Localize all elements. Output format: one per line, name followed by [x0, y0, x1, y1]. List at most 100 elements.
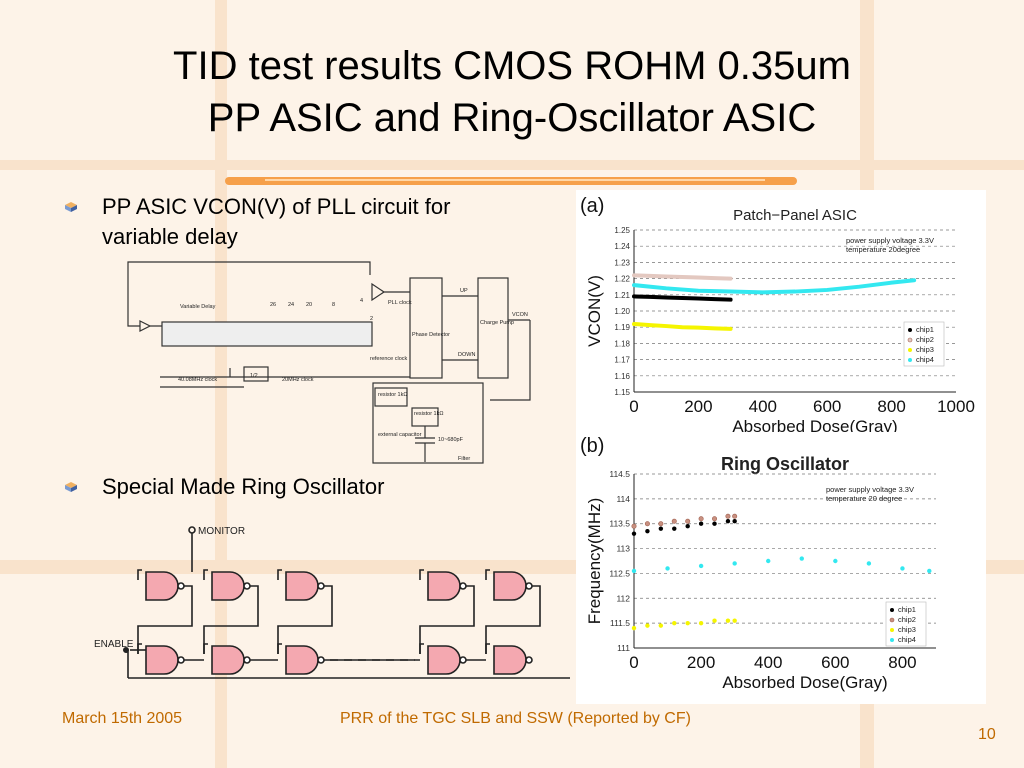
pll-label: Charge Pump	[480, 320, 514, 326]
series-line	[632, 294, 733, 302]
gate-wire	[137, 643, 142, 654]
data-point	[698, 516, 704, 522]
y-tick-label: 111.5	[610, 618, 630, 628]
series-line	[632, 273, 733, 281]
series-line	[632, 278, 917, 295]
y-tick-label: 112	[616, 593, 630, 603]
data-point	[799, 556, 804, 561]
data-point	[698, 563, 704, 569]
pll-label: Phase Detector	[412, 332, 450, 338]
data-point	[631, 531, 637, 536]
data-point	[732, 618, 737, 623]
gate-wire	[277, 585, 333, 654]
nand-gate	[145, 571, 179, 601]
data-point	[732, 519, 737, 524]
data-point	[658, 526, 664, 531]
y-tick-label: 1.18	[614, 339, 630, 348]
pll-label: 20MHz clock	[282, 377, 314, 383]
gate-wire	[485, 585, 541, 654]
y-tick-label: 1.24	[614, 242, 630, 251]
gate-wire	[137, 569, 142, 580]
pll-label: UP	[460, 288, 468, 294]
y-axis-label: VCON(V)	[585, 275, 604, 347]
x-tick-label: 200	[684, 397, 712, 416]
pll-label: 40.08MHz clock	[178, 377, 217, 383]
data-point	[658, 521, 664, 527]
pll-label: 10~680pF	[438, 437, 464, 443]
bullet-text-1a: PP ASIC VCON(V) of PLL circuit for	[102, 194, 451, 219]
slide-title: TID test results CMOS ROHM 0.35um PP ASI…	[0, 40, 1024, 144]
data-point	[698, 521, 704, 526]
bullet-pp-asic: PP ASIC VCON(V) of PLL circuit for varia…	[65, 192, 451, 252]
x-tick-label: 1000	[937, 397, 975, 416]
pll-label: external capacitor	[378, 432, 422, 438]
nand-gate	[285, 571, 319, 601]
y-tick-label: 114.5	[609, 469, 630, 479]
legend-label: chip2	[898, 615, 916, 624]
gate-wire	[277, 643, 282, 654]
nand-gate	[285, 645, 319, 675]
nand-gate	[427, 645, 461, 675]
gate-bubble	[525, 582, 533, 590]
legend-marker	[907, 337, 913, 343]
y-tick-label: 113.5	[609, 519, 630, 529]
data-point	[866, 561, 872, 566]
y-tick-label: 1.20	[614, 307, 630, 316]
chart-annotation: power supply voltage 3.3V	[826, 485, 914, 494]
pll-label: reference clock	[370, 356, 408, 362]
nand-gate	[211, 571, 245, 601]
y-tick-label: 1.19	[614, 323, 630, 332]
gate-bubble	[317, 582, 325, 590]
legend-label: chip2	[916, 335, 934, 344]
series-chip2	[631, 513, 738, 529]
y-tick-label: 1.22	[614, 275, 630, 284]
data-point	[631, 625, 637, 631]
data-point	[672, 620, 677, 626]
title-line-1: TID test results CMOS ROHM 0.35um	[173, 44, 851, 88]
chart-frequency: (b) Ring Oscillator 111 111.5 112 112.5 113 113…	[580, 435, 936, 692]
legend-marker	[908, 348, 912, 352]
data-point	[698, 620, 704, 626]
bullet-icon	[65, 202, 77, 212]
gate-bubble	[243, 656, 251, 664]
bullet-icon	[65, 482, 77, 492]
legend-marker	[890, 638, 894, 642]
series-chip4	[632, 278, 917, 295]
pll-label: 8	[332, 302, 335, 308]
data-point	[685, 518, 691, 524]
series-chip4	[631, 556, 932, 574]
pll-label: resistor 1kΩ	[378, 392, 407, 398]
x-tick-label: 400	[754, 653, 782, 672]
nand-gate	[211, 645, 245, 675]
legend-label: chip4	[898, 635, 916, 644]
pll-circuit-diagram: Variable Delay PLL clock Phase Detector …	[127, 261, 531, 464]
panel-label: (b)	[580, 435, 604, 457]
chart-vcon: (a) Patch−Panel ASIC 1.15 1.16 1.17 1.18 1.19 1…	[580, 195, 975, 436]
y-tick-label: 1.21	[614, 291, 630, 300]
gate-wire	[277, 569, 282, 580]
gate-wire	[419, 643, 424, 654]
pll-label: DOWN	[458, 352, 475, 358]
y-axis-label: Frequency(MHz)	[585, 498, 604, 625]
x-tick-label: 800	[888, 653, 916, 672]
series-line	[632, 321, 733, 331]
ring-oscillator-diagram: MONITOR ENABLE	[94, 526, 570, 679]
pll-label: 2	[370, 316, 373, 322]
bullet-ring-osc: Special Made Ring Oscillator	[65, 472, 384, 502]
legend-marker	[908, 328, 912, 332]
pll-label: Variable Delay	[180, 304, 216, 310]
data-point	[833, 558, 838, 564]
y-tick-label: 111	[617, 643, 630, 653]
data-point	[658, 623, 664, 628]
y-tick-label: 1.17	[614, 356, 630, 365]
chart-panel-b: (b) Ring Oscillator 111 111.5 112 112.5 113 113…	[576, 432, 986, 704]
gate-wire	[419, 585, 475, 654]
series-chip3	[631, 618, 737, 631]
gate-wire	[137, 585, 193, 654]
y-tick-label: 113	[616, 544, 630, 554]
data-point	[712, 516, 718, 522]
nand-gate	[145, 645, 179, 675]
footer-date: March 15th 2005	[62, 710, 183, 727]
x-axis-label: Absorbed Dose(Gray)	[722, 673, 887, 692]
gate-bubble	[243, 582, 251, 590]
